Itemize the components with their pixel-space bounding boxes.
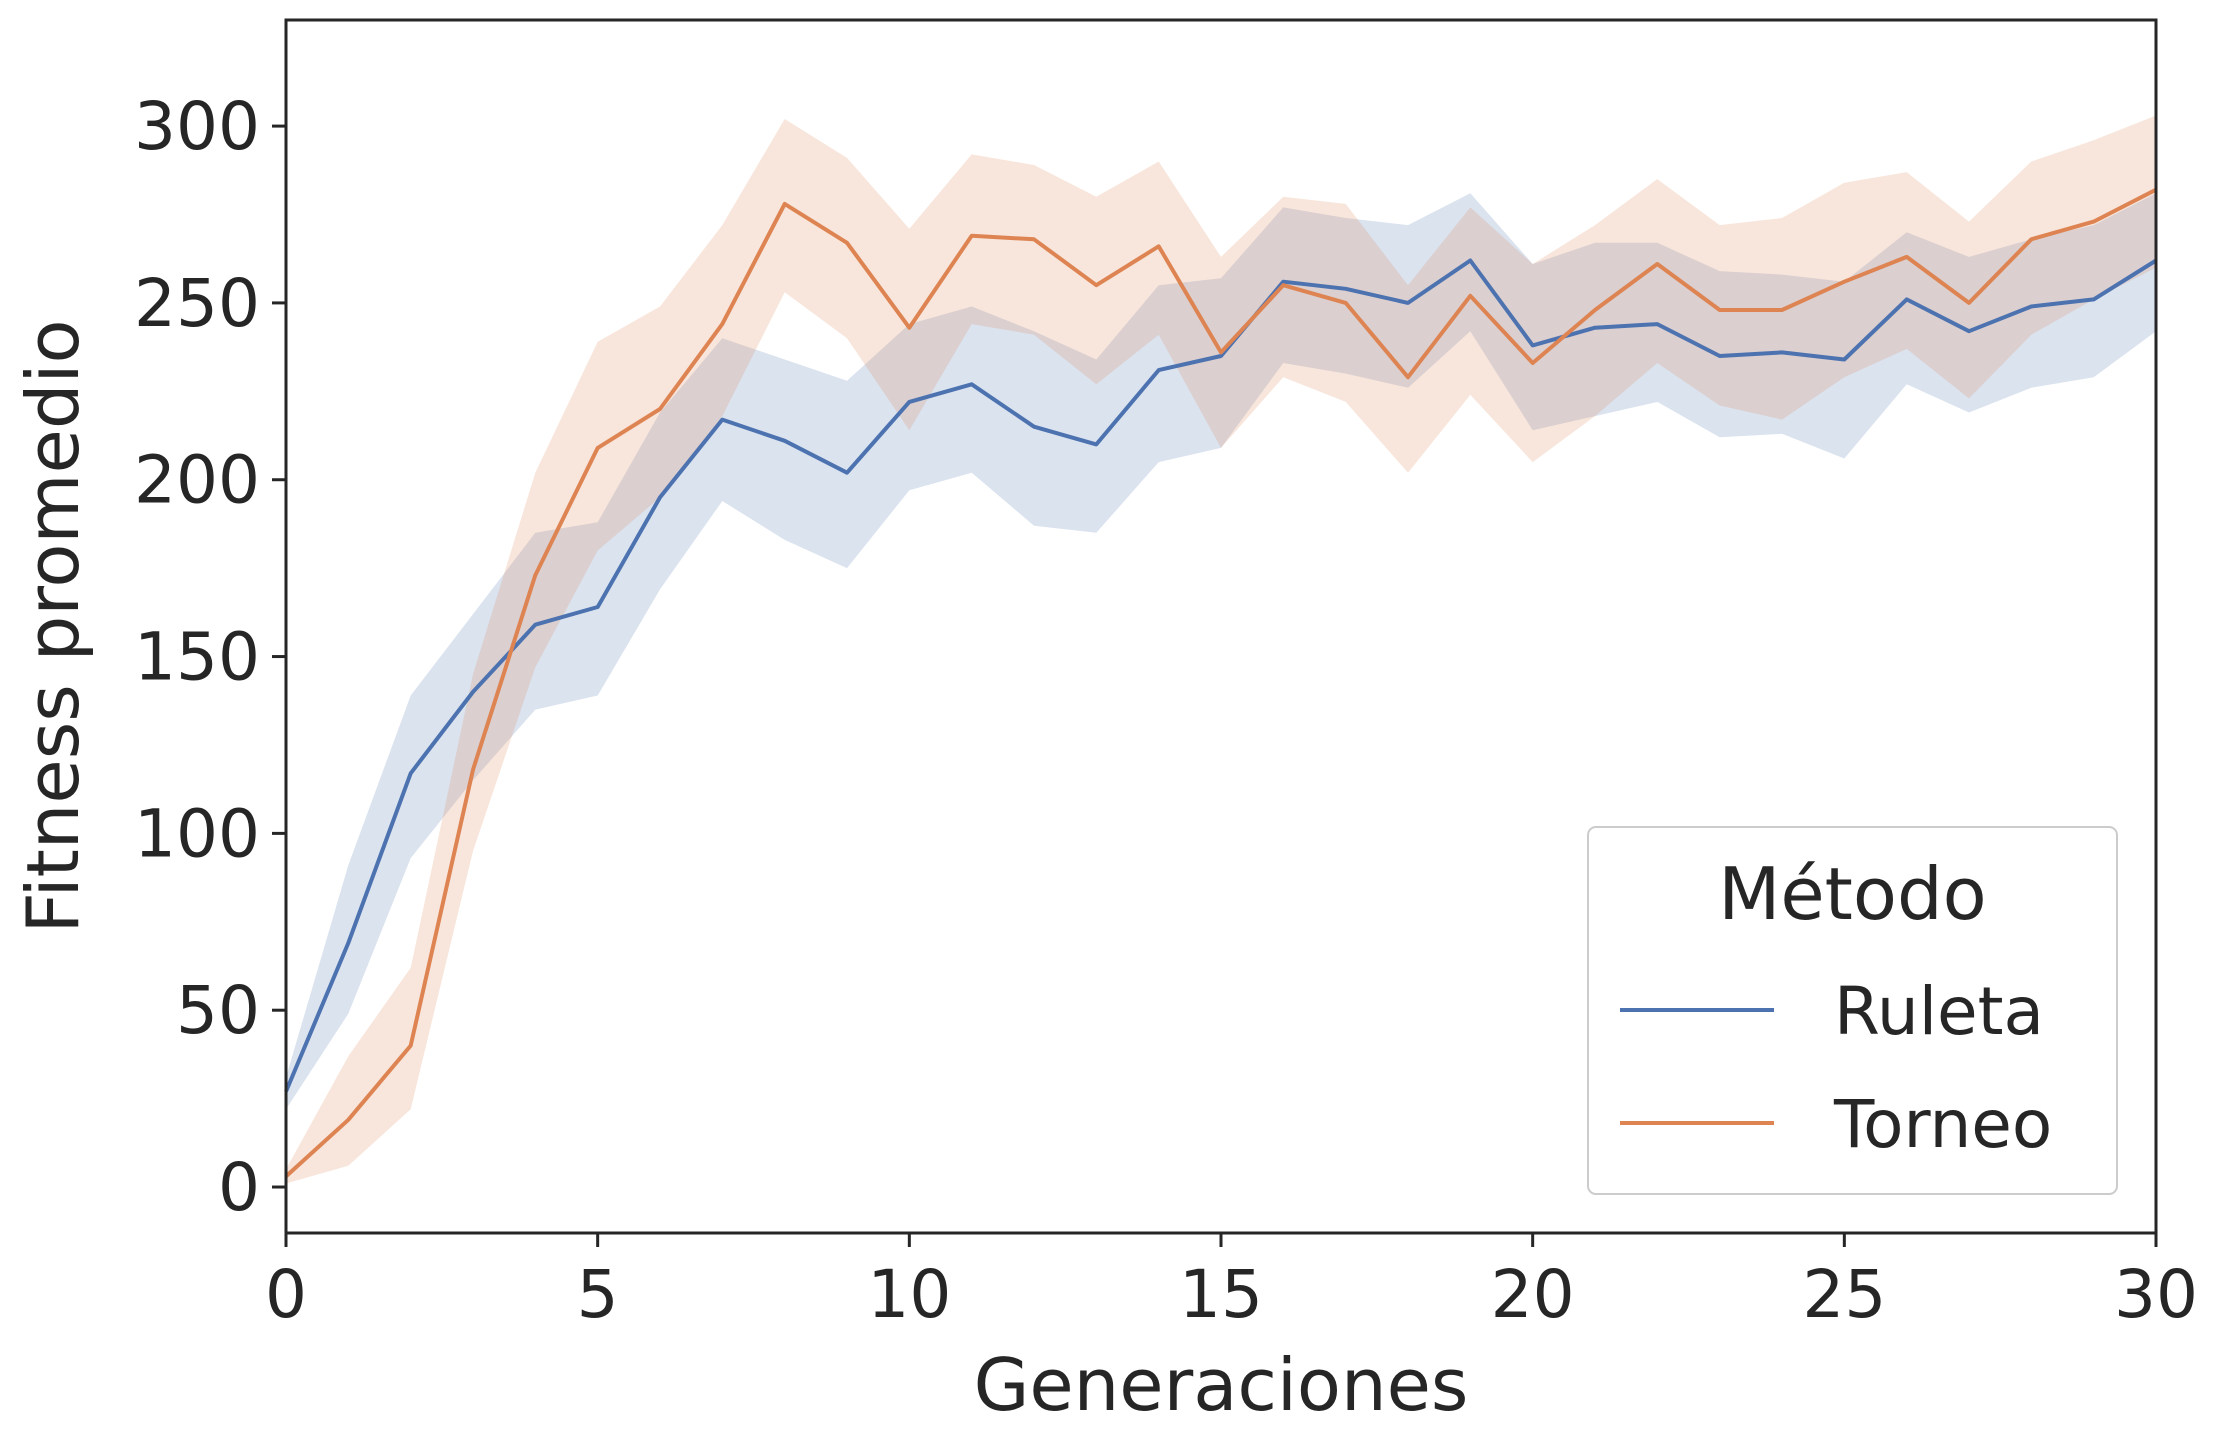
y-tick-label: 100: [134, 795, 260, 872]
legend-title: Método: [1718, 852, 1986, 936]
y-tick-label: 250: [134, 265, 260, 342]
x-tick-label: 5: [577, 1256, 619, 1333]
x-tick-label: 15: [1179, 1256, 1263, 1333]
legend-label-torneo: Torneo: [1833, 1086, 2052, 1163]
x-tick-label: 20: [1491, 1256, 1575, 1333]
y-tick-label: 200: [134, 442, 260, 519]
y-tick-label: 50: [176, 972, 260, 1049]
x-tick-label: 10: [867, 1256, 951, 1333]
legend: Método Ruleta Torneo: [1588, 827, 2117, 1194]
x-tick-label: 0: [265, 1256, 307, 1333]
x-axis-ticks: 0 5 10 15 20 25 30: [265, 1233, 2198, 1333]
y-tick-label: 150: [134, 619, 260, 696]
y-tick-label: 0: [218, 1149, 260, 1226]
x-tick-label: 30: [2114, 1256, 2198, 1333]
y-tick-label: 300: [134, 88, 260, 165]
y-axis-title: Fitness promedio: [11, 319, 95, 933]
x-tick-label: 25: [1802, 1256, 1886, 1333]
legend-label-ruleta: Ruleta: [1834, 973, 2044, 1050]
x-axis-title: Generaciones: [974, 1343, 1469, 1427]
y-axis-ticks: 0 50 100 150 200 250 300: [134, 88, 286, 1226]
